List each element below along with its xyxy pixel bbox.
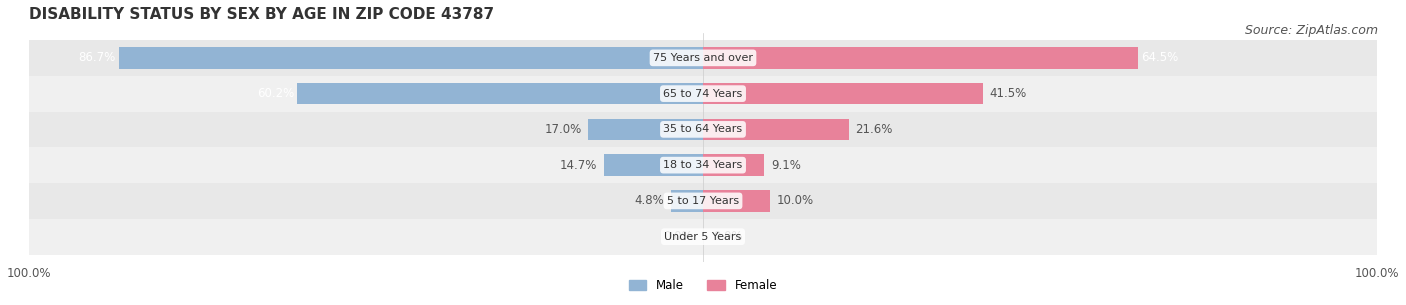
Text: 0.0%: 0.0% xyxy=(664,230,693,243)
Text: 14.7%: 14.7% xyxy=(560,159,598,172)
Text: 21.6%: 21.6% xyxy=(855,123,893,136)
Bar xyxy=(120,47,703,69)
Text: 17.0%: 17.0% xyxy=(544,123,582,136)
Bar xyxy=(298,83,703,104)
Legend: Male, Female: Male, Female xyxy=(624,274,782,297)
Bar xyxy=(30,219,1376,255)
Text: 9.1%: 9.1% xyxy=(770,159,801,172)
Bar xyxy=(30,183,1376,219)
Bar xyxy=(605,154,703,176)
Bar xyxy=(703,119,849,140)
Bar xyxy=(30,112,1376,147)
Text: 0.0%: 0.0% xyxy=(713,230,742,243)
Text: 65 to 74 Years: 65 to 74 Years xyxy=(664,89,742,99)
Text: 18 to 34 Years: 18 to 34 Years xyxy=(664,160,742,170)
Text: 75 Years and over: 75 Years and over xyxy=(652,53,754,63)
Text: Under 5 Years: Under 5 Years xyxy=(665,232,741,242)
Bar xyxy=(30,147,1376,183)
Bar xyxy=(30,76,1376,112)
Bar xyxy=(703,83,983,104)
Text: Source: ZipAtlas.com: Source: ZipAtlas.com xyxy=(1244,24,1378,38)
Text: 86.7%: 86.7% xyxy=(79,51,115,64)
Text: DISABILITY STATUS BY SEX BY AGE IN ZIP CODE 43787: DISABILITY STATUS BY SEX BY AGE IN ZIP C… xyxy=(30,7,495,22)
Bar xyxy=(703,190,770,212)
Bar xyxy=(671,190,703,212)
Text: 41.5%: 41.5% xyxy=(990,87,1026,100)
Bar xyxy=(30,40,1376,76)
Text: 35 to 64 Years: 35 to 64 Years xyxy=(664,124,742,135)
Text: 64.5%: 64.5% xyxy=(1142,51,1178,64)
Bar xyxy=(589,119,703,140)
Bar xyxy=(703,47,1137,69)
Bar xyxy=(703,154,765,176)
Text: 4.8%: 4.8% xyxy=(634,194,664,207)
Text: 60.2%: 60.2% xyxy=(257,87,294,100)
Text: 10.0%: 10.0% xyxy=(778,194,814,207)
Text: 5 to 17 Years: 5 to 17 Years xyxy=(666,196,740,206)
